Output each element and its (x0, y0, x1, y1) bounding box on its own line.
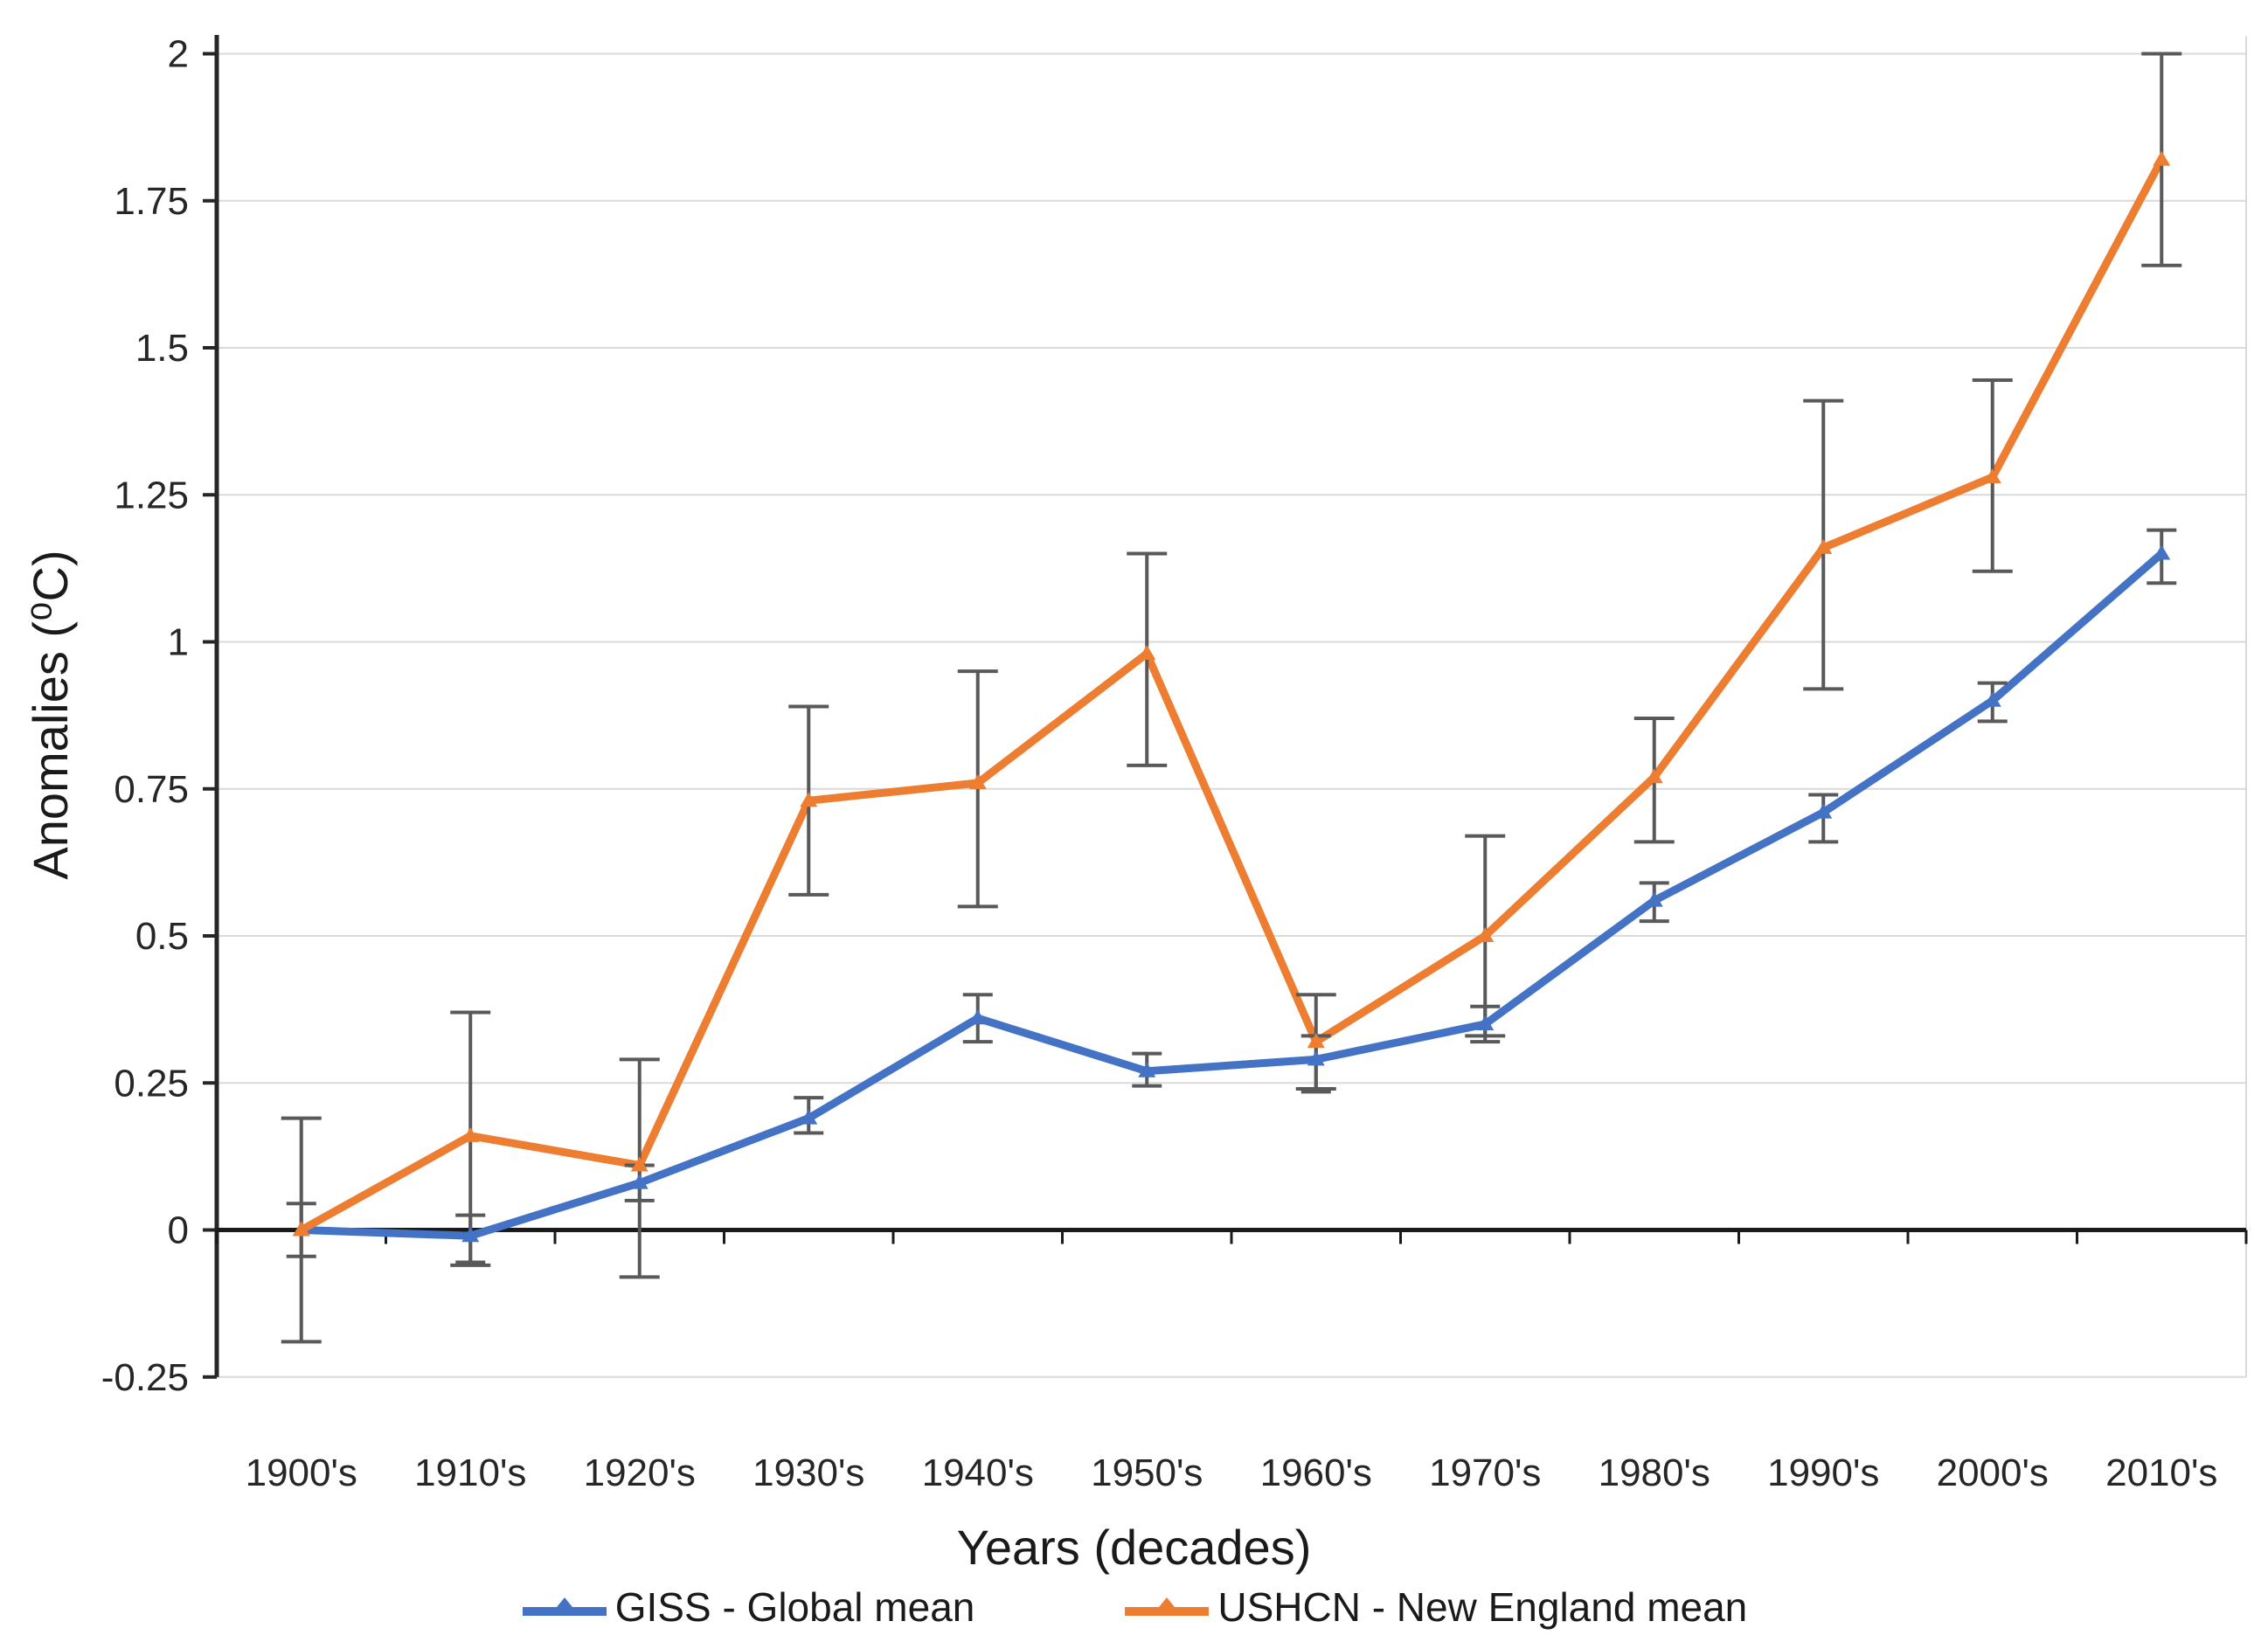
data-point-marker (968, 1009, 987, 1025)
y-tick-label: 2 (168, 33, 189, 76)
y-tick-label: -0.25 (101, 1356, 189, 1399)
y-tick-label: 1 (168, 621, 189, 664)
series-line-0 (297, 550, 2166, 1240)
series-line-1 (297, 156, 2166, 1234)
x-tick-label: 1950's (1091, 1451, 1203, 1494)
data-point-marker (1983, 691, 2001, 707)
y-tick-label: 1.25 (114, 474, 189, 516)
data-point-marker (1814, 803, 1833, 819)
x-axis-title: Years (decades) (956, 1520, 1312, 1575)
line-triangle-marker-icon (1125, 1597, 1210, 1616)
legend-item-ushcn: USHCN - New England mean (1123, 1583, 1747, 1631)
x-tick-label: 1940's (922, 1451, 1034, 1494)
data-point-marker (1645, 891, 1663, 907)
data-point-marker (1307, 1050, 1325, 1066)
x-tick-label: 1960's (1260, 1451, 1372, 1494)
y-tick-label: 1.5 (135, 327, 189, 370)
x-tick-label: 1900's (246, 1451, 357, 1494)
data-point-marker (1138, 644, 1156, 660)
data-point-marker (1476, 1015, 1495, 1030)
data-point-marker (968, 774, 987, 790)
data-point-marker (630, 1156, 648, 1172)
x-tick-label: 1990's (1767, 1451, 1879, 1494)
data-point-marker (1476, 927, 1495, 942)
legend-item-giss: GISS - Global mean (521, 1583, 975, 1631)
data-point-marker (800, 1109, 818, 1125)
data-point-marker (1983, 468, 2001, 484)
data-point-marker (800, 792, 818, 807)
x-tick-label: 2000's (1937, 1451, 2049, 1494)
legend: GISS - Global mean USHCN - New England m… (0, 1583, 2268, 1631)
data-point-marker (1645, 768, 1663, 784)
x-tick-label: 1910's (414, 1451, 526, 1494)
data-point-marker (1138, 1062, 1156, 1077)
y-tick-label: 0 (168, 1209, 189, 1252)
line-triangle-marker-icon (522, 1597, 607, 1616)
y-tick-label: 0.5 (135, 915, 189, 958)
data-point-marker (630, 1174, 648, 1189)
data-point-marker (1307, 1033, 1325, 1049)
y-axis-title: Anomalies (⁰C) (23, 550, 78, 880)
data-point-marker (2153, 544, 2171, 560)
y-tick-label: 1.75 (114, 180, 189, 223)
x-tick-label: 1920's (584, 1451, 696, 1494)
data-point-marker (1814, 538, 1833, 554)
x-tick-label: 1930's (753, 1451, 864, 1494)
data-point-marker (461, 1126, 480, 1142)
data-point-marker (292, 1221, 310, 1237)
x-tick-label: 1970's (1429, 1451, 1541, 1494)
y-tick-label: 0.25 (114, 1062, 189, 1105)
legend-label-giss: GISS - Global mean (614, 1584, 975, 1630)
x-tick-label: 1980's (1599, 1451, 1710, 1494)
x-tick-label: 2010's (2105, 1451, 2217, 1494)
data-point-marker (2153, 150, 2171, 166)
data-point-marker (461, 1227, 480, 1243)
y-tick-label: 0.75 (114, 768, 189, 811)
legend-label-ushcn: USHCN - New England mean (1217, 1584, 1748, 1630)
